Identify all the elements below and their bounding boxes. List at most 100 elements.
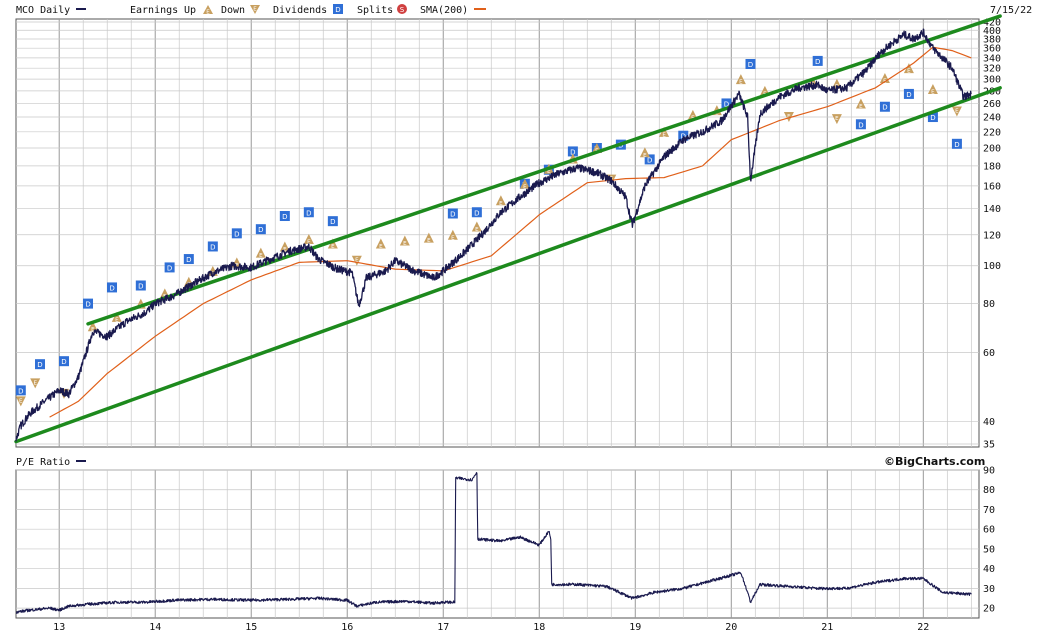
earnings-up-marker: E xyxy=(303,234,314,246)
earnings-letter: E xyxy=(235,263,239,269)
dividend-marker: D xyxy=(567,146,578,157)
dividend-letter: D xyxy=(882,104,887,112)
y-tick-label: 400 xyxy=(983,26,1001,37)
price-panel: 3540608010012014016018020022024026028030… xyxy=(14,14,1002,451)
y-tick-label: 360 xyxy=(983,44,1001,55)
earnings-up-triangle xyxy=(927,84,938,95)
earnings-letter: E xyxy=(211,271,215,277)
earnings-letter: E xyxy=(427,238,431,244)
pe-panel: P/E Ratio ©BigCharts.com 20 30 40 50 60 70 80 9… xyxy=(15,455,995,619)
earnings-up-triangle xyxy=(327,238,338,249)
price-line xyxy=(15,28,972,442)
y-tick-label: 260 xyxy=(983,99,1001,110)
earnings-up-marker: E xyxy=(399,235,410,247)
dividend-letter: D xyxy=(167,264,172,272)
earnings-letter: E xyxy=(859,104,863,110)
dividend-letter: D xyxy=(234,230,239,238)
earnings-letter: E xyxy=(643,153,647,159)
dividend-square xyxy=(207,241,218,252)
dividend-square xyxy=(59,356,70,367)
dividend-letter: D xyxy=(258,226,263,234)
dividend-letter: D xyxy=(18,387,23,395)
dividend-letter: D xyxy=(138,283,143,291)
y-tick-label: 220 xyxy=(983,127,1001,138)
earnings-up-triangle xyxy=(471,221,482,232)
dividend-marker: D xyxy=(879,101,890,112)
price-panel-frame xyxy=(15,18,980,448)
x-tick-label: 22 xyxy=(917,622,929,633)
earnings-letter: E xyxy=(907,69,911,75)
earnings-letter: E xyxy=(787,114,791,120)
x-tick-label: 13 xyxy=(53,622,65,633)
pe-y-axis: 20 30 40 50 60 70 80 90 xyxy=(983,466,995,615)
y-tick-label: 40 xyxy=(983,417,995,428)
svg-text:E: E xyxy=(253,7,257,13)
earnings-down-triangle xyxy=(783,112,794,123)
earnings-up-triangle xyxy=(447,229,458,240)
earnings-up-marker: E xyxy=(735,74,746,86)
dividend-marker: D xyxy=(812,55,823,66)
earnings-up-marker: E xyxy=(495,195,506,207)
earnings-letter: E xyxy=(283,247,287,253)
earnings-down-triangle xyxy=(15,396,26,407)
x-tick-label: 14 xyxy=(149,622,161,633)
y-tick-label: 160 xyxy=(983,181,1001,192)
dividend-square xyxy=(447,208,458,219)
x-tick-label: 21 xyxy=(821,622,833,633)
dividend-letter: D xyxy=(306,209,311,217)
y-tick-label: 40 xyxy=(983,564,995,575)
earnings-up-marker: E xyxy=(87,321,98,333)
x-tick-label: 20 xyxy=(725,622,737,633)
earnings-up-marker: E xyxy=(111,311,122,323)
x-tick-label: 15 xyxy=(245,622,257,633)
earnings-up-marker: E xyxy=(447,229,458,241)
earnings-down-marker: E xyxy=(15,396,26,407)
earnings-up-triangle xyxy=(659,126,670,137)
earnings-letter: E xyxy=(451,235,455,241)
y-tick-label: 100 xyxy=(983,261,1001,272)
earnings-up-marker: E xyxy=(327,238,338,250)
earnings-letter: E xyxy=(19,398,23,404)
earnings-letter: E xyxy=(403,241,407,247)
y-tick-label: 380 xyxy=(983,34,1001,45)
earnings-up-triangle xyxy=(111,311,122,322)
y-tick-label: 240 xyxy=(983,113,1001,124)
earnings-letter: E xyxy=(571,159,575,165)
earnings-up-triangle xyxy=(855,98,866,109)
dividend-marker: D xyxy=(183,254,194,265)
dividend-square-icon: D xyxy=(333,4,343,14)
dividends-label: Dividends xyxy=(273,5,327,16)
dividend-letter: D xyxy=(109,284,114,292)
sma-label: SMA(200) xyxy=(420,5,468,16)
earnings-up-triangle xyxy=(279,241,290,252)
earnings-letter: E xyxy=(715,111,719,117)
dividend-letter: D xyxy=(61,358,66,366)
dividend-square xyxy=(15,385,26,396)
price-y-axis: 3540608010012014016018020022024026028030… xyxy=(983,18,1001,451)
lower-trendline xyxy=(14,86,1002,444)
trend-channel xyxy=(14,14,1002,444)
symbol-label: MCO Daily xyxy=(16,5,70,16)
dividend-square xyxy=(644,154,655,165)
earnings-letter: E xyxy=(931,90,935,96)
earnings-letter: E xyxy=(379,244,383,250)
y-tick-label: 140 xyxy=(983,204,1001,215)
dividend-letter: D xyxy=(210,243,215,251)
dividend-square xyxy=(255,224,266,235)
earnings-down-triangle-icon: E xyxy=(250,5,260,14)
earnings-letter: E xyxy=(523,184,527,190)
dividend-marker: D xyxy=(83,298,94,309)
earnings-up-marker: E xyxy=(639,147,650,159)
split-circle-icon: S xyxy=(397,4,407,14)
chart-legend: MCO Daily Earnings Up E Down E Dividends… xyxy=(16,4,1032,16)
dividend-letter: D xyxy=(474,209,479,217)
earnings-letter: E xyxy=(835,116,839,122)
dividend-marker: D xyxy=(135,280,146,291)
dividend-square xyxy=(279,211,290,222)
y-tick-label: 180 xyxy=(983,161,1001,172)
earnings-letter: E xyxy=(33,380,37,386)
svg-text:D: D xyxy=(335,6,340,14)
earnings-up-triangle xyxy=(375,238,386,249)
earnings-up-triangle xyxy=(519,178,530,189)
